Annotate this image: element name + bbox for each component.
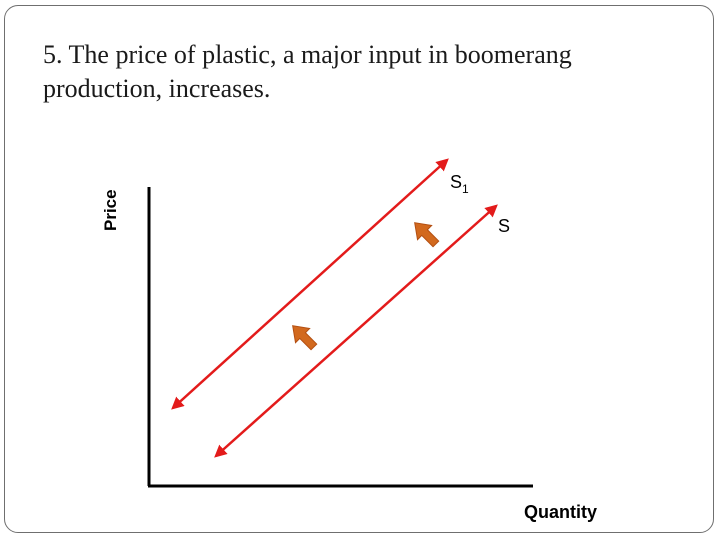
shift-arrow-upper <box>414 222 440 248</box>
slide-title: 5. The price of plastic, a major input i… <box>43 40 572 103</box>
supply-curve-s <box>214 204 498 458</box>
x-axis-label: Quantity <box>524 502 597 522</box>
y-axis-label: Price <box>101 189 120 231</box>
shift-arrow-lower <box>292 325 318 351</box>
label-s1-main: S <box>450 172 462 192</box>
label-s: S <box>498 216 510 236</box>
slide-frame <box>4 5 714 533</box>
label-s1: S1 <box>450 172 469 196</box>
label-s1-subscript: 1 <box>462 182 469 196</box>
